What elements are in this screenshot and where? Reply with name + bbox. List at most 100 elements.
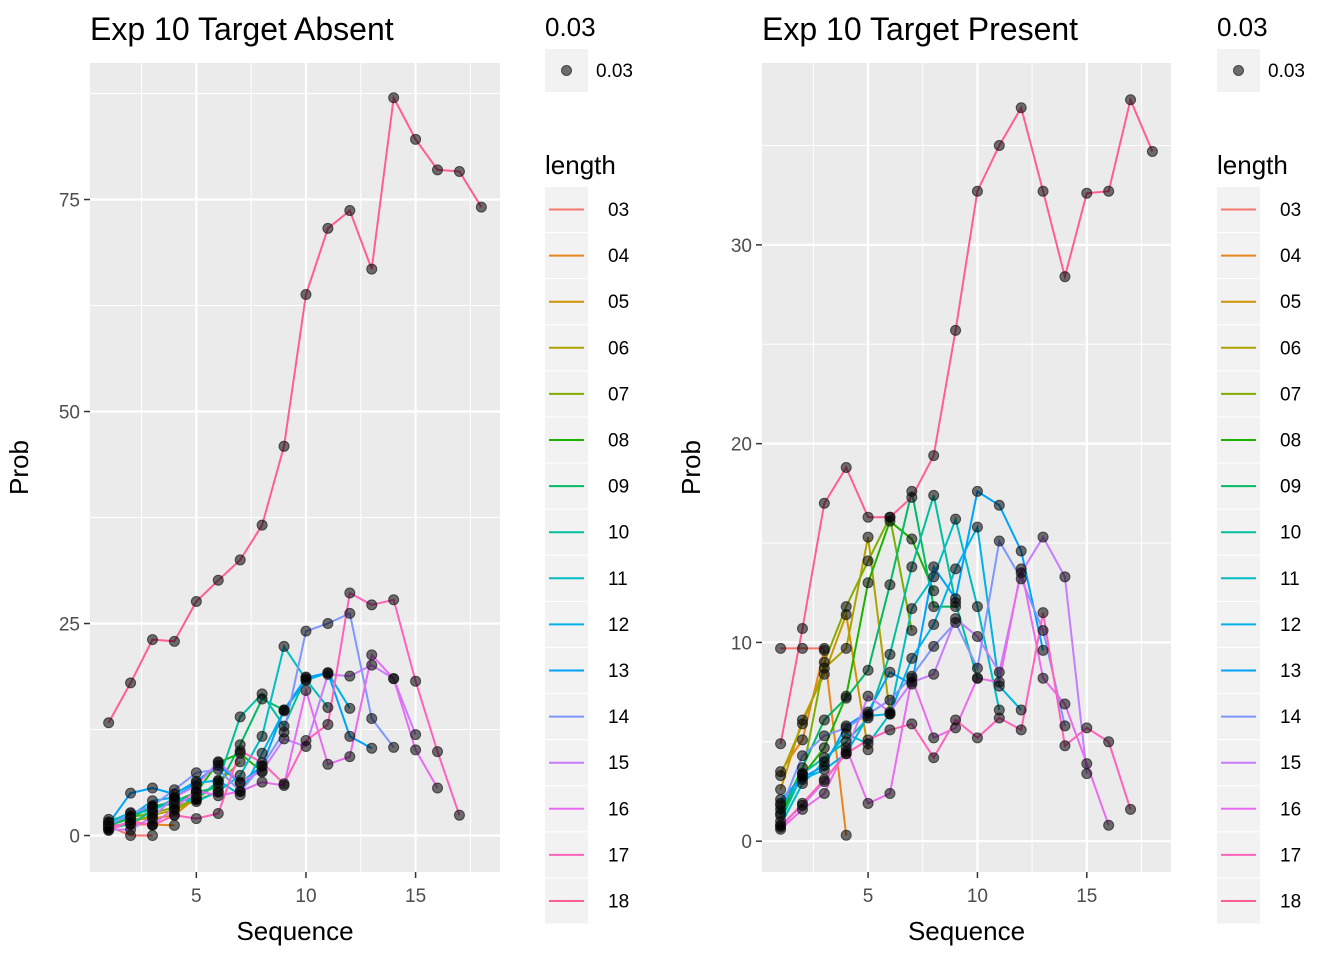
data-point	[928, 450, 940, 462]
data-point	[775, 821, 787, 833]
legend-label-16: 16	[608, 799, 629, 820]
data-point	[775, 784, 787, 796]
data-point	[322, 758, 334, 770]
data-point	[344, 587, 356, 599]
minor-gridlines	[762, 63, 1171, 872]
data-point	[971, 601, 983, 613]
data-point	[906, 624, 918, 636]
data-point	[818, 760, 830, 772]
legend-label-17: 17	[608, 845, 629, 866]
data-point	[256, 757, 268, 769]
legend-label-09: 09	[1280, 477, 1301, 498]
data-point	[103, 824, 115, 836]
legend-label-10: 10	[608, 523, 629, 544]
data-point	[818, 644, 830, 656]
data-point	[993, 499, 1005, 511]
data-point	[884, 579, 896, 591]
data-point	[950, 714, 962, 726]
data-point	[840, 748, 852, 760]
data-point	[1103, 819, 1115, 831]
data-point	[190, 813, 202, 825]
size-legend-title: 0.03	[545, 12, 596, 42]
data-point	[300, 735, 312, 747]
data-point	[818, 656, 830, 668]
data-point	[796, 772, 808, 784]
data-point	[432, 746, 444, 758]
data-point	[453, 166, 465, 178]
data-point	[884, 648, 896, 660]
data-point	[190, 595, 202, 607]
data-point	[125, 787, 137, 799]
legend-label-08: 08	[1280, 431, 1301, 452]
chart-title: Exp 10 Target Present	[762, 11, 1078, 47]
data-point	[234, 745, 246, 757]
data-point	[862, 734, 874, 746]
legend-label-04: 04	[608, 246, 630, 267]
panel-target-absent: 5 10 15 0 25 50 75 Exp 10 Target Absent Sequence…	[4, 11, 500, 946]
data-point	[818, 774, 830, 786]
data-point	[928, 585, 940, 597]
legend-label-18: 18	[1280, 892, 1301, 913]
data-point	[366, 659, 378, 671]
data-point	[344, 702, 356, 714]
series-line-16	[108, 652, 439, 829]
data-point	[1081, 187, 1093, 199]
data-point	[410, 675, 422, 687]
data-point	[190, 796, 202, 808]
data-point	[775, 642, 787, 654]
x-axis-title: Sequence	[236, 916, 353, 946]
data-point	[840, 829, 852, 841]
size-legend-point	[1233, 65, 1244, 76]
y-tick-label: 20	[731, 435, 752, 456]
series-points-17	[103, 587, 465, 836]
data-point	[971, 485, 983, 497]
data-point	[366, 263, 378, 275]
data-point	[1037, 672, 1049, 684]
data-point	[993, 535, 1005, 547]
data-point	[278, 778, 290, 790]
data-point	[256, 519, 268, 531]
data-point	[300, 672, 312, 684]
legend-label-18: 18	[608, 892, 629, 913]
data-point	[278, 733, 290, 745]
data-point	[818, 497, 830, 509]
minor-gridlines	[90, 63, 500, 872]
data-point	[884, 706, 896, 718]
data-point	[775, 770, 787, 782]
data-point	[475, 201, 487, 213]
data-point	[300, 685, 312, 697]
data-point	[146, 800, 158, 812]
data-point	[366, 599, 378, 611]
data-point	[1059, 271, 1071, 283]
data-point	[950, 593, 962, 605]
data-point	[410, 729, 422, 741]
data-point	[928, 752, 940, 764]
data-point	[1037, 185, 1049, 197]
data-point	[1081, 722, 1093, 734]
data-point	[971, 672, 983, 684]
legend-label-03: 03	[608, 200, 629, 221]
data-point	[388, 741, 400, 753]
data-point	[884, 511, 896, 523]
data-point	[906, 603, 918, 615]
data-point	[168, 791, 180, 803]
data-point	[234, 554, 246, 566]
data-point	[971, 732, 983, 744]
data-point	[862, 664, 874, 676]
data-point	[993, 676, 1005, 688]
data-point	[1059, 698, 1071, 710]
data-point	[1125, 94, 1137, 106]
data-point	[125, 815, 137, 827]
data-point	[344, 205, 356, 217]
data-point	[1037, 531, 1049, 543]
size-legend-title: 0.03	[1217, 12, 1268, 42]
series-line-06	[779, 536, 891, 776]
data-point	[862, 708, 874, 720]
data-point	[950, 324, 962, 336]
data-point	[146, 819, 158, 831]
series-points-18	[103, 92, 487, 729]
data-point	[344, 730, 356, 742]
data-point	[1146, 145, 1158, 157]
data-point	[862, 577, 874, 589]
y-tick-label: 0	[69, 827, 80, 848]
